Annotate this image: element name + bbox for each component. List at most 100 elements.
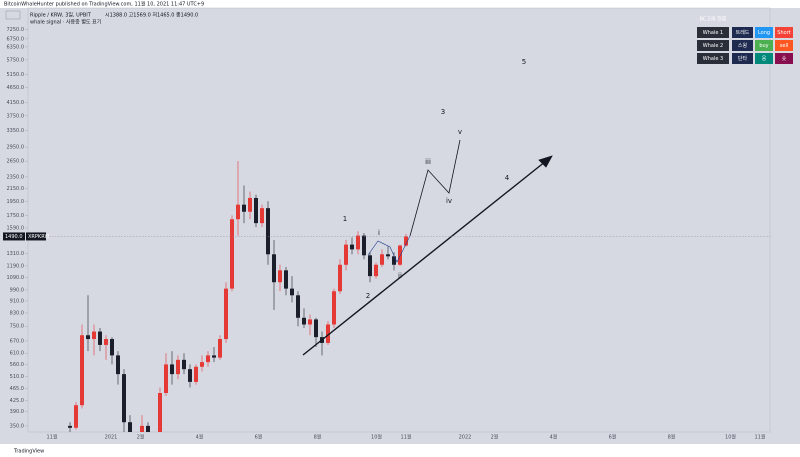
- y-tick-label: 7250.0: [7, 27, 25, 33]
- y-tick-label: 1950.0: [7, 199, 25, 205]
- x-tick-label: 11월: [47, 434, 58, 441]
- table-cell: [755, 53, 773, 64]
- wave-label: v: [458, 128, 462, 136]
- x-tick-label: 11월: [401, 434, 412, 441]
- y-tick-label: 350.0: [10, 423, 24, 429]
- plot-border: [27, 7, 771, 433]
- candle-body: [128, 422, 132, 432]
- arrow-head: [538, 155, 553, 168]
- last-price-tag: [3, 232, 25, 241]
- candle-body: [188, 369, 192, 382]
- candle-body: [98, 331, 102, 345]
- candle-body: [404, 236, 408, 246]
- whale-table: BC고래 현황 Whale 1 트레드 Long Short Whale 2 스윙 buy s…: [697, 16, 793, 64]
- x-tick-label: 6월: [255, 434, 263, 441]
- x-tick-label: 10월: [725, 434, 736, 441]
- candle-body: [374, 264, 378, 277]
- table-title: BC고래 현황: [700, 16, 727, 23]
- y-tick-label: 390.0: [10, 409, 24, 415]
- y-tick-label: 5150.0: [7, 72, 25, 78]
- table-cell: [755, 40, 773, 51]
- indicator: whale signal · 사용중 별도 표기: [30, 19, 101, 26]
- y-tick-label: 1090.0: [7, 275, 25, 281]
- chart-title: Ripple / KRW, 3일, UPBIT: [30, 12, 92, 19]
- table-cell: [732, 27, 753, 38]
- candle-body: [230, 219, 234, 289]
- candle-body: [386, 254, 390, 257]
- x-tick-label: 2021: [105, 435, 118, 441]
- candle-body: [392, 256, 396, 265]
- table-cell-text: Whale 1: [703, 30, 723, 36]
- candle-body: [266, 208, 270, 255]
- candle-body: [314, 319, 318, 338]
- wave-label: 2: [366, 292, 370, 300]
- candle-body: [338, 264, 342, 292]
- candle-body: [104, 339, 108, 345]
- plot: [68, 161, 408, 432]
- y-tick-label: 4150.0: [7, 100, 25, 106]
- candle-body: [206, 355, 210, 363]
- y-tick-label: 830.0: [10, 310, 24, 316]
- wave-label: 5: [522, 58, 526, 66]
- y-tick-label: 1590.0: [7, 225, 25, 231]
- x-tick-label: 11월: [755, 434, 766, 441]
- candle-body: [260, 208, 264, 224]
- y-tick-label: 560.0: [10, 362, 24, 368]
- wave-label: 3: [441, 108, 445, 116]
- candle-body: [140, 425, 144, 432]
- last-price-label: 1490.0: [5, 234, 23, 240]
- candle-body: [164, 364, 168, 394]
- candle-body: [236, 204, 240, 220]
- publisher: BitcoinWhaleHunter published on TradingV…: [4, 1, 204, 8]
- chart-background: [0, 8, 800, 444]
- candle-body: [254, 197, 258, 224]
- x-tick-label: 8월: [668, 434, 676, 441]
- y-tick-label: 3350.0: [7, 128, 25, 134]
- table-cell: [775, 40, 793, 51]
- candle-body: [218, 339, 222, 358]
- candle-body: [158, 393, 162, 432]
- wave-label: iv: [446, 197, 452, 205]
- candle-body: [224, 288, 228, 340]
- y-tick-label: 1750.0: [7, 213, 25, 219]
- table-cell-text: Long: [758, 30, 770, 36]
- table-cell-text: 스윙: [738, 42, 747, 49]
- candle-body: [116, 355, 120, 375]
- candle-body: [272, 254, 276, 283]
- candle-body: [398, 245, 402, 265]
- y-tick-label: 6350.0: [7, 44, 25, 50]
- candle-body: [350, 244, 354, 250]
- x-tick-label: 6월: [609, 434, 617, 441]
- candle-body: [302, 317, 306, 325]
- y-tick-label: 750.0: [10, 324, 24, 330]
- candle-body: [284, 270, 288, 289]
- candle-body: [368, 255, 372, 277]
- candle-body: [68, 425, 72, 428]
- y-tick-label: 670.0: [10, 338, 24, 344]
- candle-body: [332, 291, 336, 325]
- y-tick-label: 3750.0: [7, 113, 25, 119]
- candle-body: [122, 374, 126, 423]
- x-tick-label: 2월: [137, 434, 145, 441]
- y-tick-label: 5750.0: [7, 57, 25, 63]
- table-cell: [775, 27, 793, 38]
- x-tick-label: 4월: [550, 434, 558, 441]
- trend-arrow: [302, 160, 547, 356]
- wave-label: 1: [343, 215, 347, 223]
- y-tick-label: 6750.0: [7, 36, 25, 42]
- y-tick-label: 910.0: [10, 298, 24, 304]
- table-cell: [697, 27, 729, 38]
- wave-label: i: [378, 229, 380, 237]
- table-cell-text: Whale 3: [703, 56, 723, 62]
- table-cell-text: 단타: [738, 55, 748, 62]
- candle-body: [248, 197, 252, 212]
- candle-body: [176, 359, 180, 375]
- x-tick-label: 8월: [314, 434, 322, 441]
- candle-body: [344, 244, 348, 265]
- table-cell-text: buy: [759, 43, 768, 49]
- y-tick-label: 425.0: [10, 398, 24, 404]
- y-tick-label: 4650.0: [7, 85, 25, 91]
- candle-body: [74, 405, 78, 428]
- currency-box: [5, 10, 21, 20]
